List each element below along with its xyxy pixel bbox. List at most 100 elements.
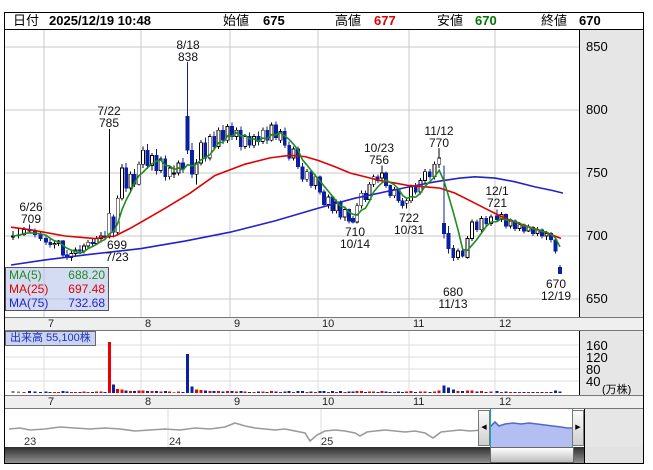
- volume-bar: [423, 391, 427, 393]
- volume-bar: [133, 391, 137, 393]
- volume-bar: [57, 392, 61, 393]
- candle-body: [52, 243, 57, 246]
- volume-bar: [128, 390, 132, 393]
- candle-body: [282, 131, 287, 146]
- month-axis-bottom: 7 8 9 10 11 12: [5, 395, 643, 409]
- year-label: 25: [321, 436, 333, 447]
- volume-bar: [480, 391, 483, 393]
- volume-bar: [500, 391, 503, 393]
- volume-bar: [208, 390, 212, 393]
- volume-bar: [278, 391, 282, 393]
- volume-bar: [33, 391, 37, 393]
- volume-bar: [518, 392, 521, 393]
- candle-body: [145, 149, 150, 166]
- volume-bar: [270, 391, 274, 393]
- candle-body: [484, 217, 489, 224]
- range-navigator[interactable]: 23 24 25 ◀ ▶: [5, 409, 643, 448]
- volume-bar: [335, 391, 339, 393]
- volume-bar: [256, 391, 260, 393]
- low-value: 670: [475, 13, 497, 28]
- candle-body: [456, 250, 460, 258]
- candle-body: [154, 154, 159, 171]
- horizontal-scrollbar[interactable]: [5, 447, 643, 463]
- volume-bar: [309, 391, 313, 393]
- volume-bar: [433, 391, 436, 393]
- candle-body: [460, 250, 465, 257]
- candle-body: [243, 136, 248, 147]
- scroll-right-button[interactable]: ▶: [572, 410, 584, 446]
- month-label: 12: [499, 318, 512, 330]
- chart-annotation: 12/1 721: [485, 184, 509, 210]
- candle-body: [318, 176, 322, 193]
- ma75-line: [10, 175, 564, 266]
- candle-body: [60, 240, 65, 256]
- candle-body: [342, 209, 347, 218]
- volume-bar: [305, 391, 309, 393]
- volume-bar: [78, 392, 82, 393]
- volume-bar: [159, 391, 163, 393]
- volume-bar: [330, 391, 334, 393]
- candle-body: [216, 129, 221, 147]
- volume-tick-label: 40: [586, 374, 601, 389]
- volume-bar: [274, 391, 278, 393]
- volume-bar: [194, 389, 198, 393]
- volume-bar: [314, 391, 318, 393]
- candle-body: [558, 267, 562, 275]
- candle-body: [437, 157, 442, 165]
- candle-body: [300, 166, 305, 180]
- volume-bar: [522, 391, 526, 393]
- candle-body: [238, 129, 243, 147]
- chart-annotation: 722 10/31: [394, 211, 424, 237]
- candle-body: [247, 136, 252, 146]
- volume-label: 出来高 55,100株: [5, 331, 96, 346]
- month-label: 9: [234, 318, 241, 330]
- volume-bar: [554, 390, 557, 393]
- volume-bar: [461, 391, 465, 393]
- volume-bar: [74, 391, 78, 393]
- scroll-left-icon: ◀: [481, 424, 487, 431]
- volume-bar: [234, 391, 238, 393]
- volume-bar: [61, 390, 65, 393]
- volume-bar: [172, 391, 176, 393]
- candle-body: [513, 220, 517, 229]
- candle-body: [172, 172, 177, 175]
- volume-bar: [199, 390, 203, 393]
- volume-bar: [384, 391, 388, 393]
- volume-bar: [447, 387, 451, 393]
- volume-bar: [405, 391, 409, 393]
- ma75-value: 732.68: [68, 296, 105, 310]
- ma25-value: 697.48: [68, 282, 105, 296]
- candle-body: [185, 115, 190, 151]
- candle-body: [190, 149, 194, 175]
- volume-bar: [296, 391, 300, 393]
- candle-body: [470, 221, 475, 239]
- open-label: 始値: [223, 13, 250, 28]
- volume-bar: [396, 391, 400, 393]
- scrollbar-track[interactable]: [5, 447, 490, 463]
- volume-bar: [372, 391, 376, 393]
- volume-bar: [531, 391, 535, 393]
- candlestick-chart: 6/26 709 7/22 785 8/18 838 699 7/23 710 10/14 10/2…: [5, 30, 579, 317]
- candle-body: [269, 124, 274, 141]
- scrollbar-thumb[interactable]: [490, 447, 574, 463]
- chart-annotation: 11/12 770: [424, 124, 453, 150]
- volume-bar: [355, 391, 359, 393]
- volume-unit-label: (万株): [602, 384, 632, 396]
- candle-body: [265, 129, 270, 141]
- volume-bar: [221, 391, 225, 393]
- month-label: 10: [322, 396, 335, 408]
- volume-bar: [99, 391, 103, 393]
- candle-body: [141, 149, 145, 165]
- scroll-left-button[interactable]: ◀: [478, 410, 490, 446]
- candle-body: [404, 200, 409, 204]
- candle-body: [441, 222, 446, 234]
- volume-bar: [90, 391, 94, 393]
- candle-body: [309, 171, 314, 187]
- volume-bar: [28, 391, 31, 393]
- navigator-selection-area[interactable]: [490, 422, 572, 447]
- volume-bar: [414, 391, 418, 393]
- candle-body: [158, 158, 163, 171]
- candle-body: [198, 142, 203, 164]
- price-tick-label: 850: [586, 39, 608, 54]
- volume-bar: [504, 391, 508, 393]
